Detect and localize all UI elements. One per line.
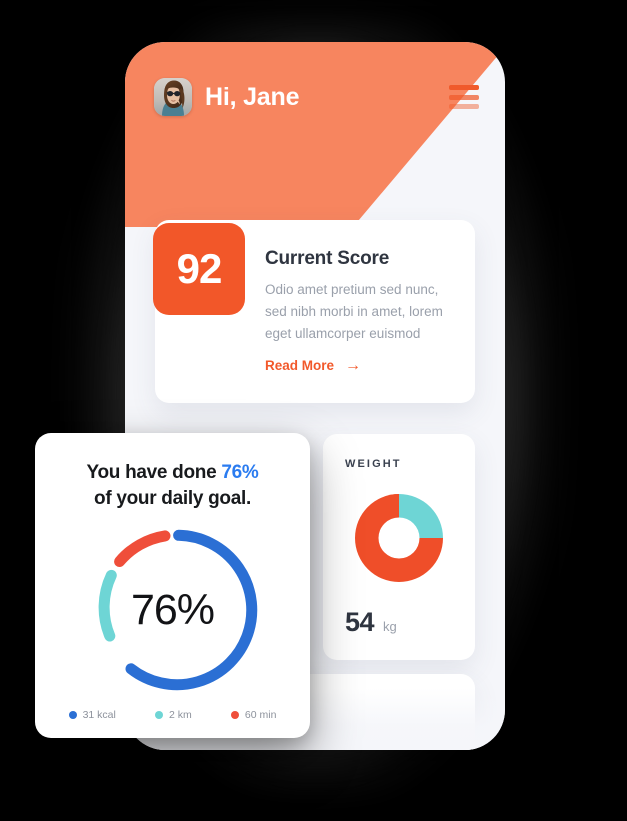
greeting-text: Hi, Jane xyxy=(205,82,300,111)
current-score-card: 92 Current Score Odio amet pretium sed n… xyxy=(153,220,475,403)
weight-value: 54 xyxy=(345,607,375,637)
weight-value-group: 54 kg xyxy=(345,607,397,638)
hamburger-menu-icon[interactable] xyxy=(449,85,479,109)
ring-arc-kcal xyxy=(125,530,257,691)
legend-label-km: 2 km xyxy=(168,709,192,721)
weight-donut-hole xyxy=(378,517,420,559)
score-card-title: Current Score xyxy=(265,248,390,269)
ring-center-value: 76% xyxy=(130,585,215,634)
goal-heading-percent: 76% xyxy=(221,462,259,483)
avatar-photo-icon xyxy=(154,78,192,116)
legend-dot-km xyxy=(154,711,163,719)
score-card-description: Odio amet pretium sed nunc, sed nibh mor… xyxy=(265,282,443,341)
legend-item-kcal: 31 kcal xyxy=(68,709,116,721)
score-badge: 92 xyxy=(153,223,245,315)
weight-unit: kg xyxy=(383,619,397,634)
phone-screen: Hi, Jane 92 Current Score Odio amet pret… xyxy=(125,42,505,750)
read-more-label: Read More xyxy=(265,358,335,374)
menu-bar-3 xyxy=(449,104,479,109)
daily-goal-card: You have done 76% of your daily goal. 76… xyxy=(35,433,310,738)
read-more-link[interactable]: Read More → xyxy=(265,356,457,374)
menu-bar-1 xyxy=(449,85,479,90)
goal-legend: 31 kcal 2 km 60 min xyxy=(35,709,310,721)
goal-heading-suffix: of your daily goal. xyxy=(94,488,251,510)
legend-dot-kcal xyxy=(68,711,77,719)
goal-heading-prefix: You have done xyxy=(86,462,222,483)
weight-card-label: WEIGHT xyxy=(345,458,402,470)
ring-arc-min xyxy=(113,530,170,568)
legend-label-kcal: 31 kcal xyxy=(82,709,116,721)
goal-heading: You have done 76% of your daily goal. xyxy=(35,460,310,512)
weight-card[interactable]: WEIGHT 54 kg xyxy=(323,434,475,660)
arrow-right-icon: → xyxy=(345,356,362,374)
weight-donut-chart xyxy=(352,491,446,590)
ring-arc-km xyxy=(98,570,117,642)
legend-item-min: 60 min xyxy=(230,709,277,721)
menu-bar-2 xyxy=(449,94,479,100)
avatar[interactable] xyxy=(154,78,192,116)
score-card-body: Current Score Odio amet pretium sed nunc… xyxy=(265,248,457,374)
header-bar: Hi, Jane xyxy=(125,42,505,152)
daily-goal-ring-chart: 76% xyxy=(83,520,263,700)
legend-label-min: 60 min xyxy=(244,709,277,721)
legend-item-km: 2 km xyxy=(154,709,192,721)
legend-dot-min xyxy=(230,711,239,719)
